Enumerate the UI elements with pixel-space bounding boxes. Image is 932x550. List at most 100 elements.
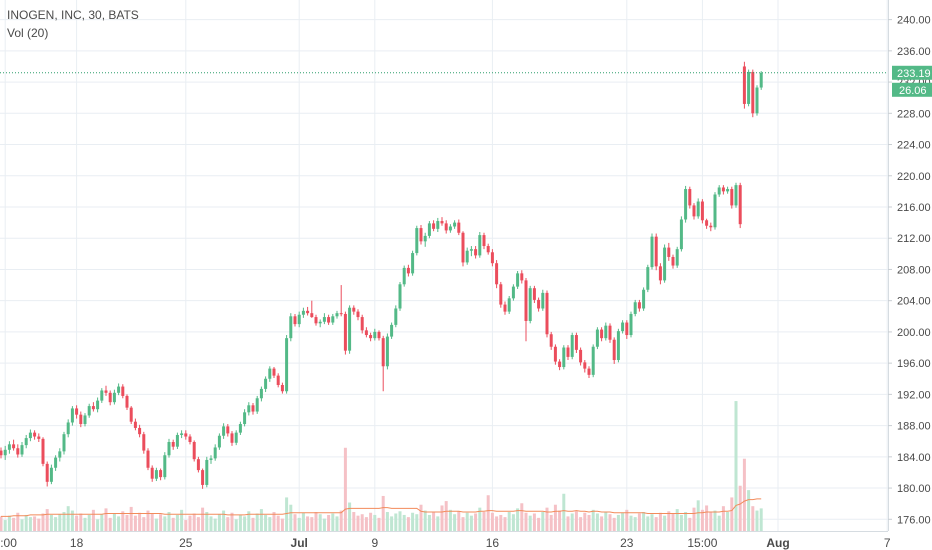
candle-body <box>734 185 738 206</box>
candle <box>511 284 515 301</box>
candle <box>335 310 339 319</box>
candle-body <box>87 406 91 416</box>
volume-bar <box>738 485 742 531</box>
candle-body <box>133 421 137 428</box>
candle-body <box>507 298 511 312</box>
volume-bar <box>16 512 20 531</box>
volume-bar <box>230 512 234 531</box>
volume-indicator-label[interactable]: Vol (20) <box>7 26 49 40</box>
time-tick-label: 25 <box>179 536 193 550</box>
candle-body <box>352 307 356 312</box>
candle <box>293 313 297 327</box>
volume-bar <box>558 510 562 531</box>
volume-bar <box>49 514 53 531</box>
volume-bar <box>205 512 209 531</box>
volume-bar <box>377 517 381 531</box>
candle <box>465 247 469 265</box>
volume-bar <box>453 514 457 531</box>
candle-body <box>604 325 608 339</box>
volume-bar <box>339 510 343 531</box>
price-tick-label: 180.00 <box>897 483 931 495</box>
candle-body <box>629 313 633 336</box>
volume-bar <box>163 516 167 531</box>
volume-bar <box>713 510 717 531</box>
candle-body <box>339 313 343 315</box>
candle <box>671 254 675 269</box>
candle-body <box>238 424 242 433</box>
volume-bar <box>125 514 129 531</box>
candle-body <box>58 451 62 458</box>
volume-bar <box>322 518 326 531</box>
candle <box>280 382 284 394</box>
candle <box>747 69 751 107</box>
candle-body <box>348 307 352 351</box>
volume-value-tag <box>892 82 932 97</box>
volume-bar <box>440 505 444 531</box>
volume-bar <box>175 514 179 531</box>
volume-bar <box>360 514 364 531</box>
candle <box>125 394 129 410</box>
candle <box>457 219 461 236</box>
candle <box>180 430 184 439</box>
volume-bar <box>259 509 263 531</box>
candle-body <box>696 201 700 217</box>
grid-lines <box>0 0 888 531</box>
candle-body <box>54 457 58 468</box>
volume-bar <box>679 514 683 531</box>
candle-body <box>66 422 70 435</box>
volume-bar <box>629 515 633 531</box>
candle <box>495 260 499 289</box>
candle-body <box>398 284 402 309</box>
volume-bar <box>469 515 473 531</box>
candle <box>503 301 507 315</box>
volume-bar <box>490 512 494 531</box>
candle <box>717 185 721 197</box>
candle-body <box>327 317 331 323</box>
candle-body <box>482 235 486 247</box>
candle-body <box>658 266 662 281</box>
candle <box>583 360 587 373</box>
volume-bar <box>3 520 7 531</box>
candle-body <box>343 313 347 351</box>
candle <box>213 444 217 461</box>
candle <box>705 218 709 229</box>
candle-body <box>751 71 755 114</box>
candle <box>696 198 700 219</box>
candle-body <box>150 467 154 479</box>
symbol-title[interactable]: INOGEN, INC, 30, BATS <box>7 8 139 22</box>
candle <box>440 217 444 226</box>
volume-bar <box>0 516 3 531</box>
candle-body <box>167 441 171 456</box>
volume-bar <box>142 517 146 531</box>
candle-body <box>490 252 494 264</box>
candle <box>558 359 562 371</box>
volume-bar <box>541 512 545 531</box>
candle <box>247 402 251 416</box>
volume-bar <box>280 518 284 531</box>
candle <box>574 332 578 353</box>
candle <box>66 419 70 438</box>
chart-legend: INOGEN, INC, 30, BATS Vol (20) <box>7 6 139 42</box>
candle <box>549 331 553 350</box>
candle-body <box>45 463 49 482</box>
candle-body <box>705 220 709 226</box>
candle <box>369 332 373 342</box>
candle-body <box>16 448 20 455</box>
candle-body <box>570 335 574 357</box>
volume-bar <box>507 512 511 531</box>
candle-body <box>201 470 205 485</box>
candle-body <box>192 441 196 460</box>
volume-bar <box>369 512 373 531</box>
candle <box>591 344 595 378</box>
time-axis[interactable]: 8:00 18 25 Jul 9 16 23 15:00 Aug 7 <box>0 531 932 550</box>
candle-body <box>33 432 37 437</box>
volume-bar <box>448 509 452 531</box>
volume-bar <box>390 516 394 531</box>
candle <box>411 250 415 276</box>
volume-bar <box>671 513 675 531</box>
volume-bar <box>20 519 24 531</box>
price-axis[interactable]: 176.00 180.00 184.00 188.00 192.00 196.00 200.… <box>888 0 932 550</box>
volume-bar <box>616 514 620 531</box>
volume-bar <box>642 512 646 531</box>
